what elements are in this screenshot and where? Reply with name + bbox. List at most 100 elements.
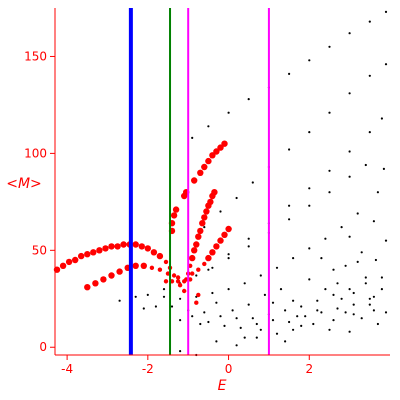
data-point [72,256,79,264]
data-point [84,251,91,258]
data-point [207,198,214,206]
x-tick-label: -2 [142,362,154,376]
data-point [193,241,200,248]
data-point [308,187,311,190]
data-point [199,322,202,326]
data-point [243,336,246,339]
data-point [247,98,250,101]
data-point [199,220,206,227]
data-point [308,204,311,207]
data-point [360,317,363,320]
x-tick-label: 0 [225,362,233,376]
data-point [374,258,377,262]
data-point [288,204,291,207]
data-point [380,276,383,279]
data-point [201,163,208,171]
data-point [217,237,224,244]
data-point [259,274,262,277]
vertical-lines [128,8,270,355]
data-point [328,111,331,114]
data-point [96,247,103,254]
data-point [348,235,351,238]
data-point [203,311,206,314]
data-point [239,326,242,329]
data-point [340,226,343,229]
data-point [171,273,177,278]
data-point [197,227,204,235]
data-point [108,243,115,250]
y-tick-label: 150 [24,49,47,63]
data-point [162,295,166,298]
data-point [78,252,85,260]
data-point [382,167,385,170]
data-point [134,295,137,298]
data-point [292,299,295,302]
data-point [190,271,195,276]
data-point [255,336,258,339]
data-point [255,322,258,326]
ticks: -4 -2 0 2 0 50 100 150 [24,49,313,376]
data-point [207,125,210,128]
data-point [348,92,351,95]
data-point [279,288,283,291]
data-point [384,63,388,66]
data-point [90,249,97,256]
data-point [197,169,204,176]
y-axis-label: <M> [6,176,42,192]
data-point [271,301,275,304]
data-point [179,297,182,300]
data-point [189,254,196,262]
data-point [348,32,351,35]
data-point [324,288,327,291]
data-point [243,282,246,285]
data-point [235,344,238,347]
data-point [203,208,210,215]
data-point [360,251,363,254]
axes [54,8,390,356]
data-point [328,45,331,48]
data-point [144,245,151,252]
data-point [332,319,335,322]
data-point [364,282,367,285]
data-point [195,274,198,277]
data-point [100,276,107,283]
data-point [162,288,166,291]
data-point [196,267,201,272]
data-point [251,317,254,320]
data-point [263,293,266,296]
data-point [140,262,147,269]
data-point [120,241,127,248]
data-point [288,148,291,151]
data-point [368,297,371,300]
data-point [312,322,315,326]
data-point [108,272,115,279]
data-point [215,301,218,304]
data-point [332,293,335,296]
data-point [356,212,359,215]
data-point [288,72,291,75]
data-point [328,169,331,172]
data-point [320,257,323,260]
data-point [157,267,163,272]
data-point [300,305,303,308]
data-point [172,206,180,213]
data-point [225,225,232,233]
data-point [179,350,182,353]
data-point [207,320,210,324]
data-point [308,131,311,134]
y-tick-label: 50 [32,243,47,257]
data-point [215,340,218,343]
data-point [380,288,383,291]
data-point [376,191,379,194]
data-point [235,196,238,200]
data-point [84,284,91,291]
data-point [191,136,194,139]
data-point [304,315,307,318]
data-point [132,241,139,248]
data-point [275,266,279,269]
series-1 [53,140,232,305]
data-point [292,257,295,260]
data-point [271,319,275,322]
data-point [149,265,155,270]
